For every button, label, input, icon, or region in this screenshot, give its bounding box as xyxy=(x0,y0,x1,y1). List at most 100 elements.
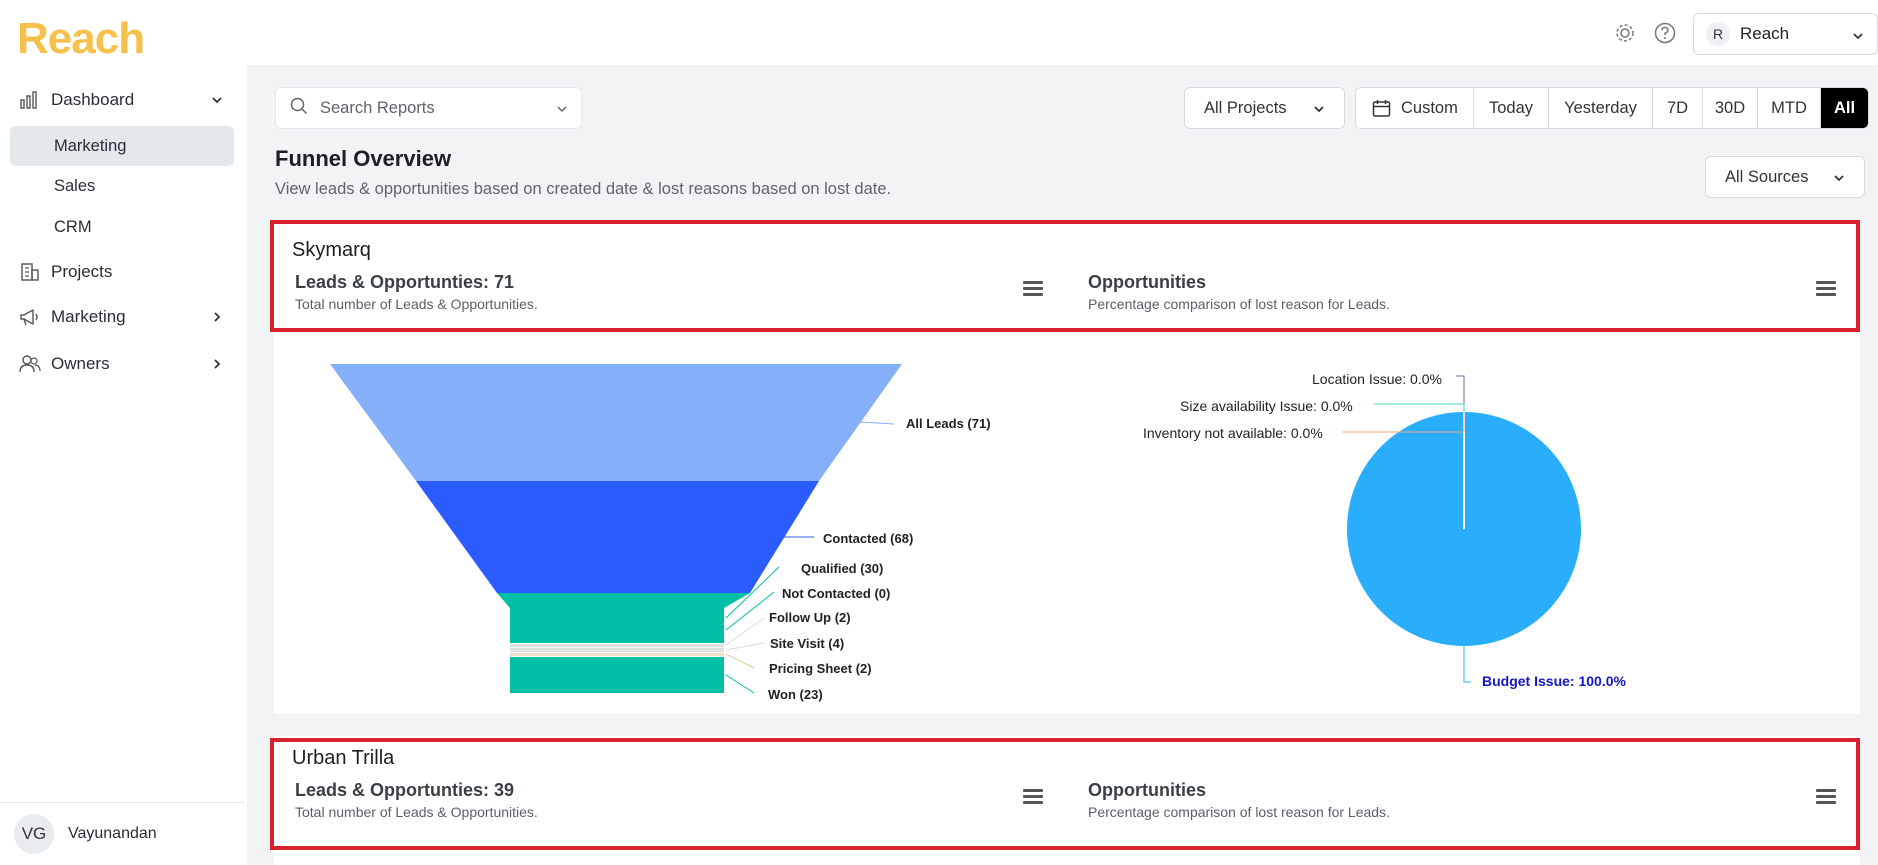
sidebar-subitem-sales[interactable]: Sales xyxy=(54,176,96,195)
projects-filter-dropdown[interactable]: All Projects xyxy=(1184,87,1345,129)
building-icon xyxy=(19,261,41,283)
sidebar-subitem-marketing[interactable]: Marketing xyxy=(10,126,234,166)
connector-inventory xyxy=(1342,412,1465,433)
account-name: Reach xyxy=(1740,24,1790,43)
project-card-urban-trilla xyxy=(274,736,1860,865)
highlight-box xyxy=(270,738,1860,850)
sidebar-item-label: Owners xyxy=(51,354,110,373)
opportunities-heading: Opportunities xyxy=(1088,780,1206,800)
account-switcher[interactable]: R Reach xyxy=(1693,13,1878,55)
sidebar-item-projects[interactable]: Projects xyxy=(10,252,234,292)
sidebar-item-owners[interactable]: Owners xyxy=(10,344,234,384)
settings-gear-icon[interactable] xyxy=(1614,22,1636,44)
funnel-segment-site-visit[interactable] xyxy=(510,648,724,652)
chevron-down-icon xyxy=(1312,102,1326,121)
sidebar-item-label: Dashboard xyxy=(51,90,135,109)
funnel-label-pricing-sheet: Pricing Sheet (2) xyxy=(769,661,872,676)
funnel-segment-won[interactable] xyxy=(510,657,724,693)
connector-qualified xyxy=(725,566,780,619)
project-name: Urban Trilla xyxy=(292,747,395,769)
opportunities-chart-menu-icon[interactable] xyxy=(1816,281,1836,297)
funnel-label-site-visit: Site Visit (4) xyxy=(770,636,845,651)
connector-won xyxy=(725,674,755,694)
chevron-right-icon xyxy=(210,309,224,329)
funnel-label-follow-up: Follow Up (2) xyxy=(769,610,851,625)
funnel-label-won: Won (23) xyxy=(768,687,823,702)
pie-label-location-issue: Location Issue: 0.0% xyxy=(1312,371,1442,387)
sidebar-subitem-crm[interactable]: CRM xyxy=(54,217,92,236)
project-name: Skymarq xyxy=(292,239,371,261)
funnel-segment-contacted[interactable] xyxy=(416,481,819,593)
chevron-down-icon xyxy=(210,92,224,112)
connector-pricing-sheet xyxy=(725,653,755,669)
leads-chart-menu-icon[interactable] xyxy=(1023,789,1043,805)
funnel-label-contacted: Contacted (68) xyxy=(823,531,914,546)
reach-logo[interactable]: Reach xyxy=(17,14,145,63)
connector-location-issue xyxy=(1456,375,1465,412)
search-icon xyxy=(290,97,308,120)
range-yesterday-button[interactable]: Yesterday xyxy=(1549,88,1653,128)
funnel-segment-qualified[interactable] xyxy=(497,593,750,643)
funnel-segment-pricing-sheet[interactable] xyxy=(510,653,724,656)
help-icon[interactable] xyxy=(1654,22,1676,44)
top-bar xyxy=(247,0,1878,65)
range-label: Custom xyxy=(1401,98,1458,117)
connector-site-visit xyxy=(725,642,765,651)
calendar-icon xyxy=(1372,99,1391,118)
funnel-label-qualified: Qualified (30) xyxy=(801,561,884,576)
funnel-label-not-contacted: Not Contacted (0) xyxy=(782,586,891,601)
range-custom-button[interactable]: Custom xyxy=(1356,88,1474,128)
sidebar: Reach Dashboard Marketing Sales CRM Proj… xyxy=(0,0,247,865)
connector-all-leads xyxy=(859,421,895,425)
avatar: VG xyxy=(14,814,54,854)
sidebar-item-marketing[interactable]: Marketing xyxy=(10,297,234,337)
leads-subheading: Total number of Leads & Opportunities. xyxy=(295,296,538,312)
connector-budget-issue xyxy=(1463,646,1471,683)
date-range-selector: Custom Today Yesterday 7D 30D MTD All xyxy=(1355,87,1869,129)
search-placeholder: Search Reports xyxy=(320,98,435,117)
leads-heading: Leads & Opportunties: 71 xyxy=(295,272,515,292)
connector-follow-up xyxy=(725,617,765,646)
opportunities-subheading: Percentage comparison of lost reason for… xyxy=(1088,296,1390,312)
funnel-chart xyxy=(330,364,902,694)
user-name: Vayunandan xyxy=(68,825,157,842)
sidebar-item-dashboard[interactable]: Dashboard xyxy=(10,80,234,120)
leads-subheading: Total number of Leads & Opportunities. xyxy=(295,804,538,820)
pie-chart xyxy=(1342,375,1581,683)
chevron-down-icon xyxy=(1832,171,1846,190)
funnel-segment-all-leads[interactable] xyxy=(330,364,902,481)
chevron-right-icon xyxy=(210,356,224,376)
page-subtitle: View leads & opportunities based on crea… xyxy=(275,180,892,198)
pie-label-budget-issue: Budget Issue: 100.0% xyxy=(1482,673,1626,689)
range-mtd-button[interactable]: MTD xyxy=(1758,88,1821,128)
user-profile[interactable]: VG Vayunandan xyxy=(0,802,245,865)
opportunities-heading: Opportunities xyxy=(1088,272,1206,292)
highlight-box xyxy=(270,220,1860,332)
account-badge: R xyxy=(1706,22,1730,46)
search-reports-input[interactable]: Search Reports xyxy=(275,87,582,129)
connector-not-contacted xyxy=(725,591,775,631)
bar-chart-icon xyxy=(19,89,41,111)
connector-size-availability xyxy=(1374,403,1465,412)
range-all-button[interactable]: All xyxy=(1821,88,1868,128)
projects-filter-label: All Projects xyxy=(1204,98,1287,117)
page-title: Funnel Overview xyxy=(275,146,452,171)
range-7d-button[interactable]: 7D xyxy=(1653,88,1703,128)
funnel-segment-follow-up[interactable] xyxy=(510,644,724,647)
funnel-label-all-leads: All Leads (71) xyxy=(906,416,991,431)
sources-filter-dropdown[interactable]: All Sources xyxy=(1705,156,1865,198)
sidebar-item-label: Projects xyxy=(51,262,113,281)
pie-label-size-availability: Size availability Issue: 0.0% xyxy=(1180,398,1353,414)
sidebar-item-label: Marketing xyxy=(51,307,126,326)
range-today-button[interactable]: Today xyxy=(1474,88,1549,128)
users-icon xyxy=(19,353,41,375)
leads-heading: Leads & Opportunties: 39 xyxy=(295,780,515,800)
sources-filter-label: All Sources xyxy=(1725,167,1809,186)
pie-label-inventory: Inventory not available: 0.0% xyxy=(1143,425,1323,441)
chevron-down-icon xyxy=(1851,28,1865,48)
range-30d-button[interactable]: 30D xyxy=(1703,88,1758,128)
leads-chart-menu-icon[interactable] xyxy=(1023,281,1043,297)
opportunities-subheading: Percentage comparison of lost reason for… xyxy=(1088,804,1390,820)
megaphone-icon xyxy=(19,306,41,328)
opportunities-chart-menu-icon[interactable] xyxy=(1816,789,1836,805)
